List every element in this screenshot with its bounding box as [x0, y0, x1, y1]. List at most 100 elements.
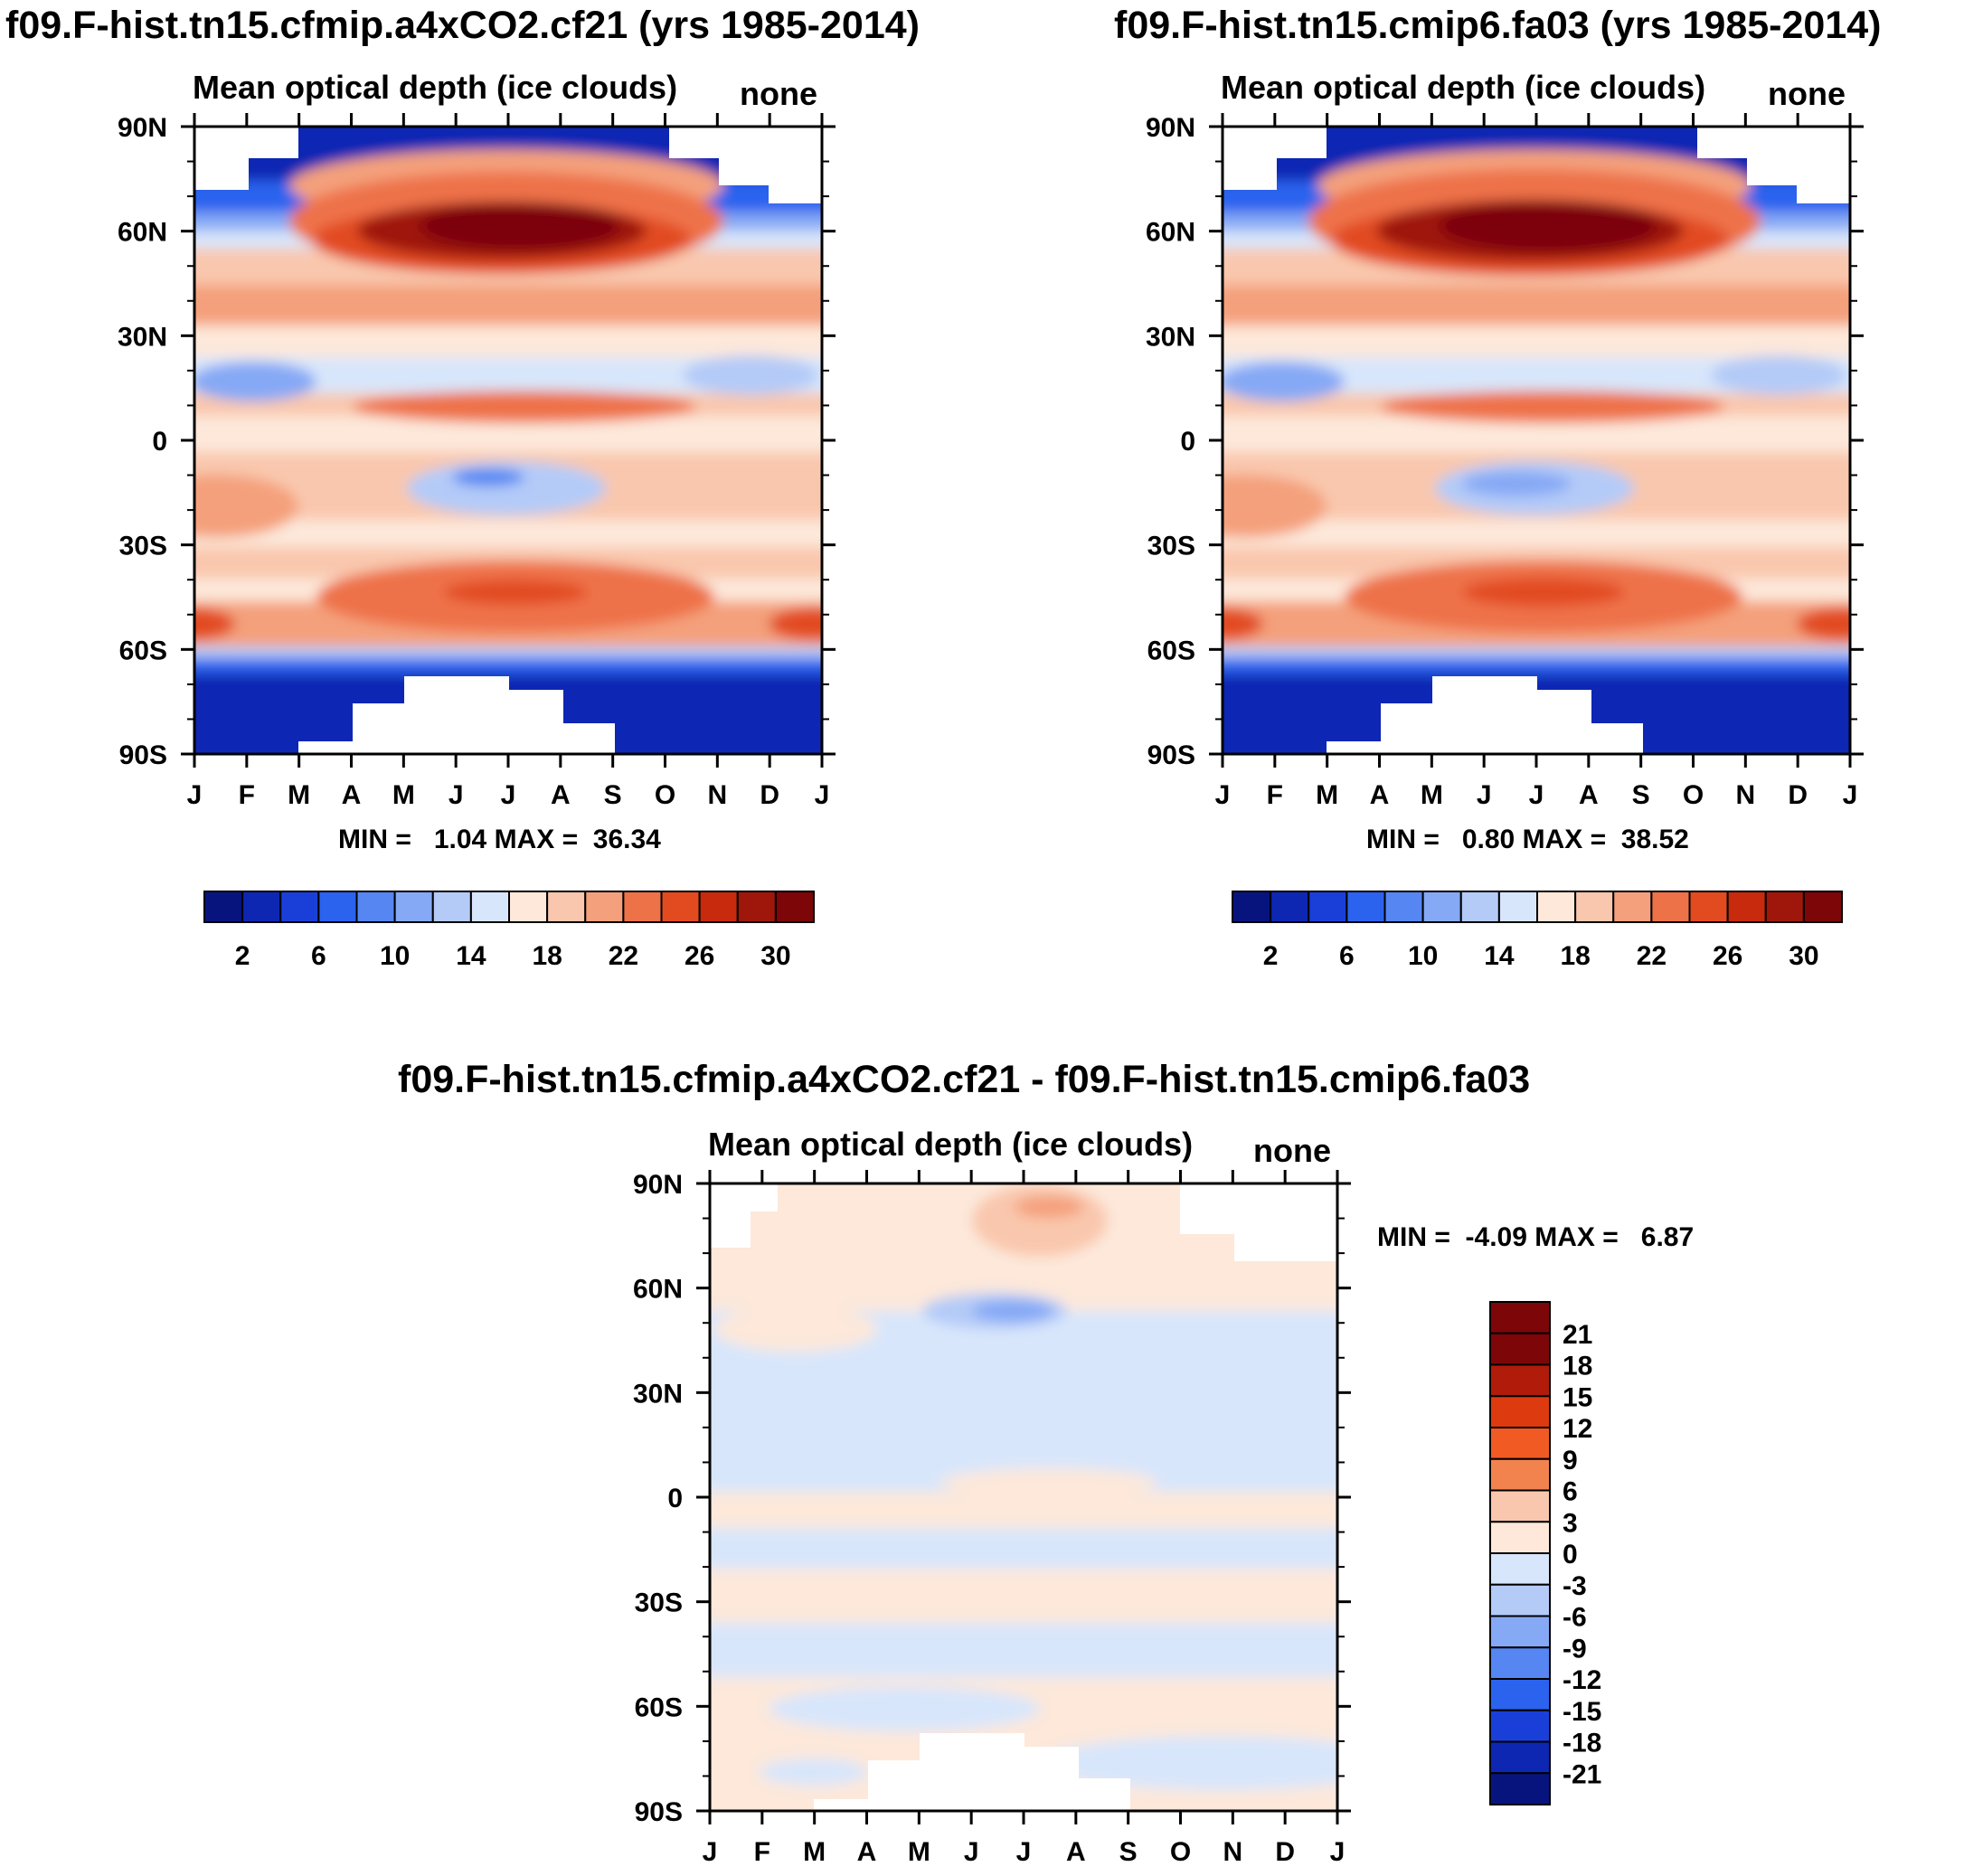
contour-band [1223, 325, 1850, 362]
panel-b: J F M A M J J A S O N D J 90N 60N 30N 0 30S 60S 90S Mean op… [1146, 69, 1864, 971]
colorbar-box [1489, 1489, 1551, 1523]
contour-band [194, 520, 822, 551]
colorbar-box [1489, 1427, 1551, 1460]
colorbar-box [1489, 1772, 1551, 1805]
colorbar-box [469, 891, 510, 923]
colorbar-label: 14 [456, 941, 486, 971]
contour-patch [760, 1758, 868, 1786]
colorbar-box [546, 891, 587, 923]
contour-band [194, 658, 822, 676]
left-panel-title: f09.F-hist.tn15.cfmip.a4xCO2.cf21 (yrs 1… [5, 4, 920, 47]
contour-patch [194, 362, 316, 401]
x-tick-label: A [1579, 780, 1599, 810]
missing-data-south [814, 1733, 1130, 1811]
contour-band [710, 1528, 1337, 1573]
panel-a-colorbar: 2 6 10 14 18 22 26 30 [203, 891, 815, 971]
x-tick-label: M [1421, 780, 1443, 810]
colorbar-label: -3 [1563, 1571, 1587, 1601]
contour-patch [1711, 355, 1846, 395]
x-tick-label: J [187, 780, 203, 810]
y-tick-label: 90S [635, 1797, 683, 1827]
colorbar-label: 26 [1713, 941, 1742, 971]
y-tick-label: 30N [633, 1379, 683, 1409]
y-tick-label: 30N [1146, 322, 1195, 352]
colorbar-box [660, 891, 701, 923]
colorbar-box [1764, 891, 1805, 923]
colorbar-box [1688, 891, 1729, 923]
panel-diff-axes: J F M A M J J A S O N D J 90N 60N 30N 0 30S 60S 90S [633, 1170, 1351, 1867]
colorbar-label: 2 [1263, 941, 1279, 971]
colorbar-label: 18 [1563, 1352, 1592, 1381]
x-tick-label: A [857, 1837, 877, 1867]
contour-patch [972, 1184, 1108, 1257]
y-tick-label: 30S [1147, 532, 1195, 561]
colorbar-box [1489, 1332, 1551, 1366]
colorbar-label: 10 [380, 941, 410, 971]
x-tick-label: S [1632, 780, 1650, 810]
panel-diff-contours [710, 1183, 1337, 1811]
contour-band [710, 1569, 1337, 1627]
x-tick-label: N [1735, 780, 1755, 810]
colorbar-label: 22 [1637, 941, 1667, 971]
x-tick-label: J [964, 1837, 979, 1867]
contour-band [1223, 646, 1850, 660]
contour-band [1223, 520, 1850, 551]
colorbar-label: 21 [1563, 1320, 1592, 1350]
x-tick-label: F [754, 1837, 770, 1867]
contour-patch [353, 391, 696, 423]
colorbar-label: 30 [760, 941, 790, 971]
contour-patch [420, 203, 619, 250]
colorbar-box [1489, 1395, 1551, 1428]
panel-a-field [194, 127, 822, 754]
contour-patch [683, 355, 818, 395]
colorbar-label: 6 [1339, 941, 1355, 971]
x-tick-label: D [1275, 1837, 1295, 1867]
panel-b-contours [1223, 127, 1850, 754]
x-tick-label: N [1223, 1837, 1242, 1867]
panel-a-units: none [740, 75, 817, 112]
panel-diff-units: none [1253, 1132, 1331, 1169]
colorbar-box [203, 891, 244, 923]
contour-patch [452, 468, 524, 486]
colorbar-label: 6 [1563, 1477, 1578, 1507]
panel-b-units: none [1768, 75, 1846, 112]
colorbar-box [698, 891, 739, 923]
contour-band [194, 285, 822, 330]
colorbar-box [1489, 1646, 1551, 1680]
panel-b-stats: MIN = 0.80 MAX = 38.52 [1366, 825, 1689, 854]
contour-band [1223, 658, 1850, 676]
x-tick-label: S [1119, 1837, 1138, 1867]
colorbar-box [1489, 1615, 1551, 1649]
y-tick-label: 60N [118, 218, 167, 248]
panel-diff-field [710, 1183, 1337, 1811]
colorbar-box [1383, 891, 1424, 923]
colorbar-label: 3 [1563, 1508, 1578, 1538]
x-tick-label: J [449, 780, 464, 810]
colorbar-box [1270, 891, 1310, 923]
x-tick-label: D [1788, 780, 1808, 810]
contour-patch [1015, 1196, 1083, 1218]
contour-patch [407, 461, 606, 515]
missing-data-north [1223, 127, 1850, 203]
y-tick-label: 60S [635, 1692, 683, 1722]
colorbar-box [1489, 1363, 1551, 1398]
x-tick-label: O [655, 780, 675, 810]
colorbar-label: -15 [1563, 1697, 1601, 1727]
y-tick-label: 60S [1147, 636, 1195, 665]
y-tick-label: 60N [1146, 218, 1195, 248]
x-tick-label: D [760, 780, 779, 810]
colorbar-box [1612, 891, 1653, 923]
colorbar-box [1459, 891, 1500, 923]
contour-band [1223, 285, 1850, 330]
x-tick-label: S [604, 780, 622, 810]
panel-b-subtitle: Mean optical depth (ice clouds) [1221, 69, 1705, 106]
missing-data-south [1327, 676, 1643, 754]
contour-patch [1223, 608, 1263, 640]
colorbar-box [508, 891, 549, 923]
y-tick-label: 0 [152, 427, 167, 457]
colorbar-box [1497, 891, 1538, 923]
colorbar-box [1489, 1583, 1551, 1617]
